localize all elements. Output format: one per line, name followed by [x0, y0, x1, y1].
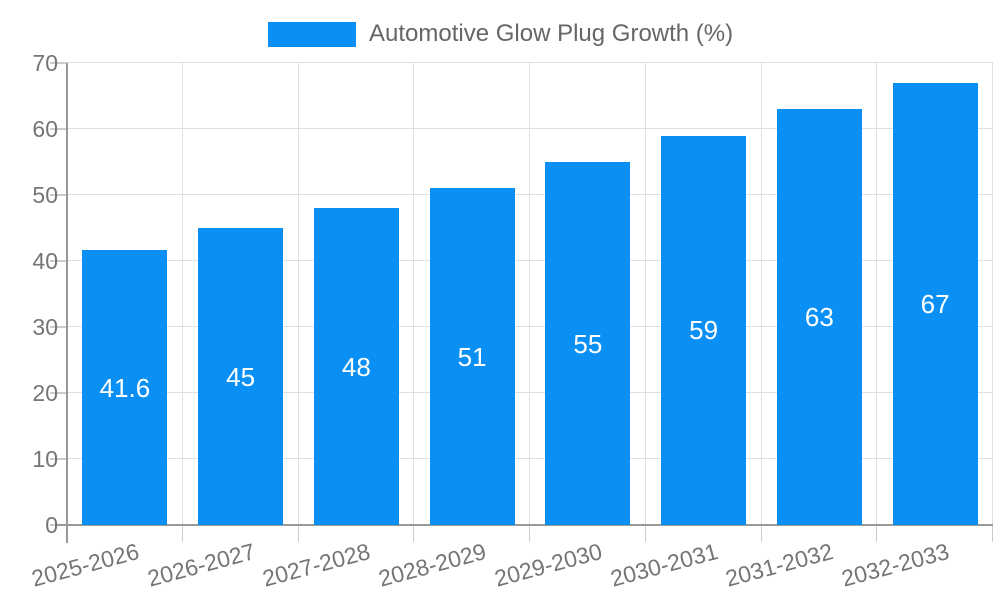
gridline-vertical: [992, 63, 993, 525]
gridline-vertical: [181, 63, 183, 525]
y-axis-tick: [50, 326, 67, 328]
gridline-vertical: [529, 63, 530, 525]
gridline-horizontal: [67, 194, 993, 195]
bar-2030-2031[interactable]: [661, 135, 747, 525]
bar-value-label: 67: [920, 288, 950, 319]
bar-2027-2028[interactable]: [313, 208, 399, 525]
x-axis-line: [57, 524, 993, 526]
legend-swatch-icon: [268, 21, 356, 47]
gridline-horizontal: [67, 260, 993, 261]
y-axis-label: 20: [32, 380, 58, 406]
y-axis-tick: [50, 260, 67, 262]
x-axis-tick: [992, 525, 993, 542]
y-axis-label: 40: [32, 248, 58, 274]
legend-label: Automotive Glow Plug Growth (%): [369, 20, 734, 47]
y-axis-tick: [50, 194, 67, 196]
bar-value-label: 48: [341, 351, 371, 382]
x-axis-tick: [413, 525, 415, 542]
y-axis-line: [66, 63, 68, 543]
legend[interactable]: Automotive Glow Plug Growth (%): [268, 21, 733, 47]
y-axis-label: 70: [32, 50, 58, 76]
x-axis-tick: [181, 525, 183, 542]
bar-2031-2032[interactable]: [776, 109, 862, 525]
bar-value-label: 63: [804, 302, 834, 333]
x-axis-tick: [644, 525, 646, 542]
y-axis-label: 10: [32, 446, 58, 472]
gridline-horizontal: [67, 326, 993, 327]
gridline-vertical: [876, 63, 878, 525]
x-axis-tick: [529, 525, 530, 542]
gridline-horizontal: [67, 392, 993, 393]
gridline-vertical: [297, 63, 299, 525]
bar-2032-2033[interactable]: [892, 82, 978, 525]
bar-2025-2026[interactable]: [82, 250, 168, 525]
y-axis-tick: [50, 458, 67, 460]
y-axis-label: 50: [32, 182, 58, 208]
y-axis-label: 60: [32, 116, 58, 142]
bar-value-label: 45: [226, 361, 256, 392]
y-axis-tick: [50, 62, 67, 64]
gridline-vertical: [760, 63, 762, 525]
bar-value-label: 55: [573, 328, 603, 359]
gridline-horizontal: [67, 458, 993, 459]
gridline-horizontal: [67, 62, 993, 63]
y-axis-label: 0: [45, 512, 58, 538]
x-axis-tick: [760, 525, 762, 542]
y-axis-tick: [50, 128, 67, 130]
y-axis-label: 30: [32, 314, 58, 340]
bar-2028-2029[interactable]: [429, 188, 515, 525]
bar-value-label: 51: [457, 341, 487, 372]
x-axis-tick: [297, 525, 299, 542]
bar-value-label: 59: [689, 315, 719, 346]
gridline-horizontal: [67, 128, 993, 129]
x-axis-tick: [876, 525, 878, 542]
y-axis-tick: [50, 392, 67, 394]
gridline-vertical: [644, 63, 646, 525]
gridline-vertical: [413, 63, 415, 525]
bar-2029-2030[interactable]: [545, 162, 631, 525]
bar-value-label: 41.6: [99, 372, 151, 403]
bar-2026-2027[interactable]: [198, 228, 284, 525]
